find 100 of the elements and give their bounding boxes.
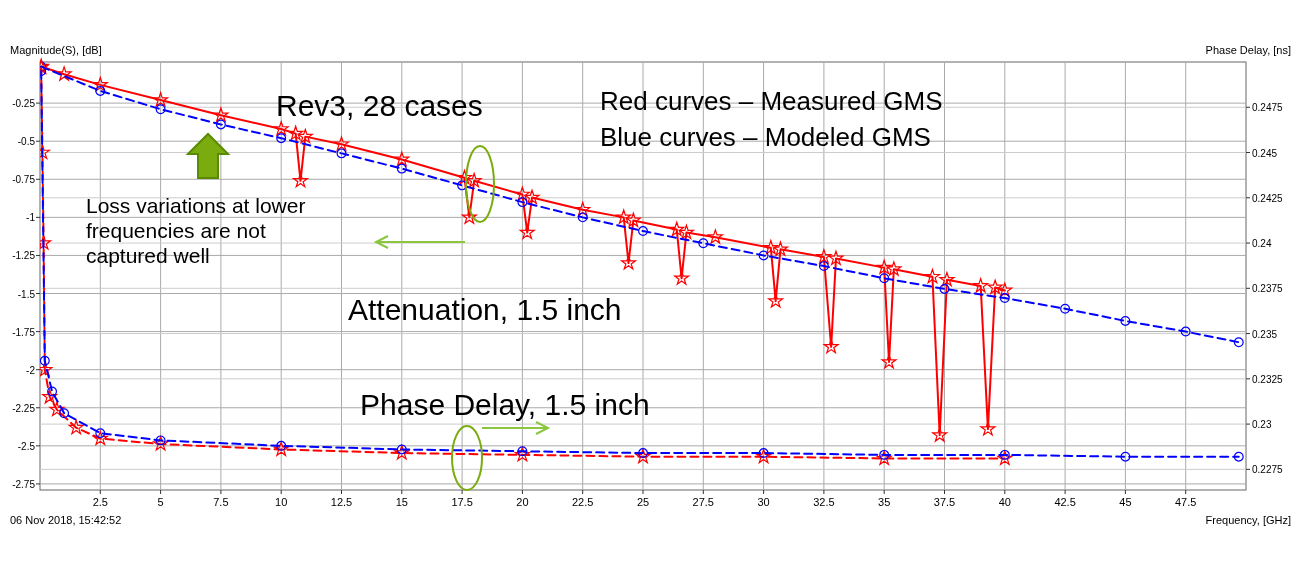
point <box>514 446 530 462</box>
y-tick-label: -2.5 <box>17 440 36 452</box>
point <box>524 189 540 205</box>
point <box>92 430 108 446</box>
point <box>215 119 226 130</box>
point <box>638 226 648 237</box>
point <box>456 169 473 185</box>
point <box>153 92 169 107</box>
y2-tick-label: 0.24 <box>1252 238 1272 250</box>
x-tick-label: 10 <box>275 496 288 508</box>
point <box>273 441 289 456</box>
point <box>772 241 789 256</box>
point <box>155 104 166 115</box>
point <box>932 427 948 442</box>
x-tick-label: 22.5 <box>571 496 594 508</box>
y-tick-label: -0.75 <box>12 174 36 186</box>
x-tick-label: 2.5 <box>92 496 108 508</box>
point <box>881 354 897 369</box>
point <box>758 250 769 261</box>
point <box>333 136 350 151</box>
x-tick-label: 15 <box>395 496 408 508</box>
point <box>95 85 106 96</box>
y2-tick-label: 0.2425 <box>1252 192 1284 204</box>
point <box>1180 326 1191 337</box>
point <box>997 450 1013 466</box>
point <box>394 445 410 460</box>
point <box>828 250 844 265</box>
x-tick-label: 40 <box>998 496 1011 508</box>
point <box>213 107 229 122</box>
point <box>288 125 304 141</box>
point <box>698 238 709 249</box>
y-tick-label: -0.5 <box>17 136 36 148</box>
point <box>575 201 591 217</box>
annotation: Attenuation, 1.5 inch <box>348 293 622 326</box>
x-tick-label: 7.5 <box>213 496 229 508</box>
point <box>939 271 955 287</box>
y2-axis-title: Phase Delay, [ns] <box>1205 44 1291 56</box>
point <box>756 448 772 464</box>
x-tick-label: 35 <box>878 496 891 508</box>
text: 06 Nov 2018, 15:42:52 <box>10 514 122 526</box>
y2-tick-label: 0.23 <box>1252 419 1272 431</box>
y2-tick-label: 0.2375 <box>1252 283 1284 295</box>
point <box>49 401 65 417</box>
y-tick-label: -0.25 <box>12 98 36 110</box>
x-tick-label: 47.5 <box>1174 496 1197 508</box>
y-axis-title: Magnitude(S), [dB] <box>10 44 102 56</box>
y-tick-label: -1 <box>26 212 36 224</box>
point <box>987 279 1003 294</box>
point <box>876 259 892 275</box>
point <box>273 121 289 136</box>
x-tick-label: 12.5 <box>330 496 353 508</box>
x-tick-label: 5 <box>157 496 164 508</box>
y-tick-label: -1.75 <box>12 326 36 338</box>
point <box>678 224 694 240</box>
point <box>40 355 50 366</box>
x-axis-title: Frequency, [GHz] <box>1205 514 1291 526</box>
point <box>763 239 779 255</box>
point <box>879 273 890 284</box>
point <box>818 261 829 272</box>
annotation: Loss variations at lower frequencies are not captured well <box>86 194 306 268</box>
point <box>707 229 723 244</box>
point <box>980 421 996 436</box>
x-tick-label: 45 <box>1119 496 1132 508</box>
point <box>669 221 685 237</box>
point <box>153 436 169 451</box>
point <box>92 76 108 92</box>
y2-tick-label: 0.2325 <box>1252 373 1284 385</box>
y2-tick-label: 0.2275 <box>1252 464 1284 476</box>
point <box>768 293 784 308</box>
x-tick-label: 20 <box>516 496 529 508</box>
x-tick-label: 25 <box>636 496 650 508</box>
point <box>999 293 1010 304</box>
point <box>1120 451 1131 462</box>
point <box>336 148 347 159</box>
x-tick-label: 37.5 <box>933 496 956 508</box>
x-tick-label: 32.5 <box>813 496 835 508</box>
annotation: Rev3, 28 cases <box>276 89 483 122</box>
point <box>939 283 950 294</box>
y2-tick-label: 0.2475 <box>1252 102 1284 114</box>
point <box>1233 337 1244 348</box>
point <box>297 128 313 144</box>
y2-tick-label: 0.245 <box>1252 147 1278 159</box>
point <box>1233 451 1244 462</box>
x-tick-label: 17.5 <box>451 496 473 508</box>
y-tick-label: -1.25 <box>12 250 36 262</box>
point <box>1120 315 1131 326</box>
y-tick-label: -1.5 <box>17 288 36 300</box>
y-tick-label: -2.75 <box>12 478 36 490</box>
point <box>56 66 72 81</box>
y-tick-label: -2 <box>26 364 36 376</box>
point <box>1060 303 1071 314</box>
point <box>519 224 535 240</box>
point <box>997 282 1013 297</box>
y-tick-label: -2.25 <box>12 402 36 414</box>
point <box>59 408 70 419</box>
point <box>466 172 482 188</box>
point <box>886 261 902 276</box>
point <box>816 249 832 264</box>
point <box>924 268 940 284</box>
point <box>625 212 641 227</box>
